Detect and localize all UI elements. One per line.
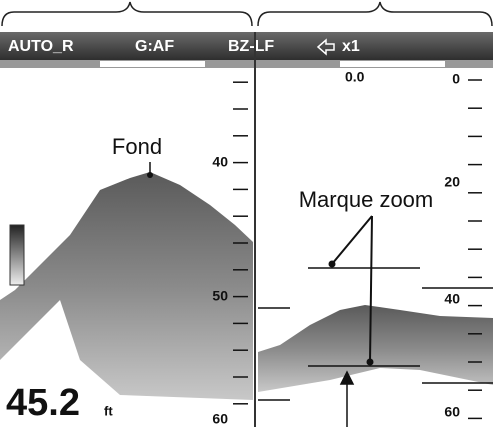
gain-label: G:AF — [135, 38, 174, 55]
bottom-echo — [0, 172, 253, 400]
range-label: x1 — [342, 38, 360, 55]
sounder-screen: AUTO_R G:AF BZ-LF x1 40 50 60 0.0 0 20 4… — [0, 0, 493, 427]
leader-dot — [147, 172, 153, 178]
annotation: Marque zoom — [299, 187, 434, 212]
leader-dot — [367, 359, 374, 366]
scale-label: 20 — [444, 174, 460, 190]
zoom-top-label: 0.0 — [345, 69, 365, 85]
scale-label: 0 — [452, 71, 460, 87]
color-bar — [10, 225, 24, 285]
depth-value: 45.2 — [6, 382, 80, 424]
depth-unit: ft — [104, 403, 113, 418]
scale-label: 40 — [444, 291, 460, 307]
scale-label: 50 — [212, 288, 228, 304]
leader-dot — [329, 261, 336, 268]
zoom-mode-label: BZ-LF — [228, 38, 274, 55]
mode-label: AUTO_R — [8, 38, 74, 55]
brace — [2, 2, 252, 26]
brace — [258, 2, 492, 26]
scale-label: 60 — [444, 404, 460, 420]
arrow — [341, 372, 353, 427]
scale-label: 40 — [212, 154, 228, 170]
annotation: Fond — [112, 134, 162, 159]
scale-label: 60 — [212, 411, 228, 427]
range-bar — [340, 61, 445, 67]
zoom-echo — [258, 305, 493, 392]
range-bar — [100, 61, 205, 67]
